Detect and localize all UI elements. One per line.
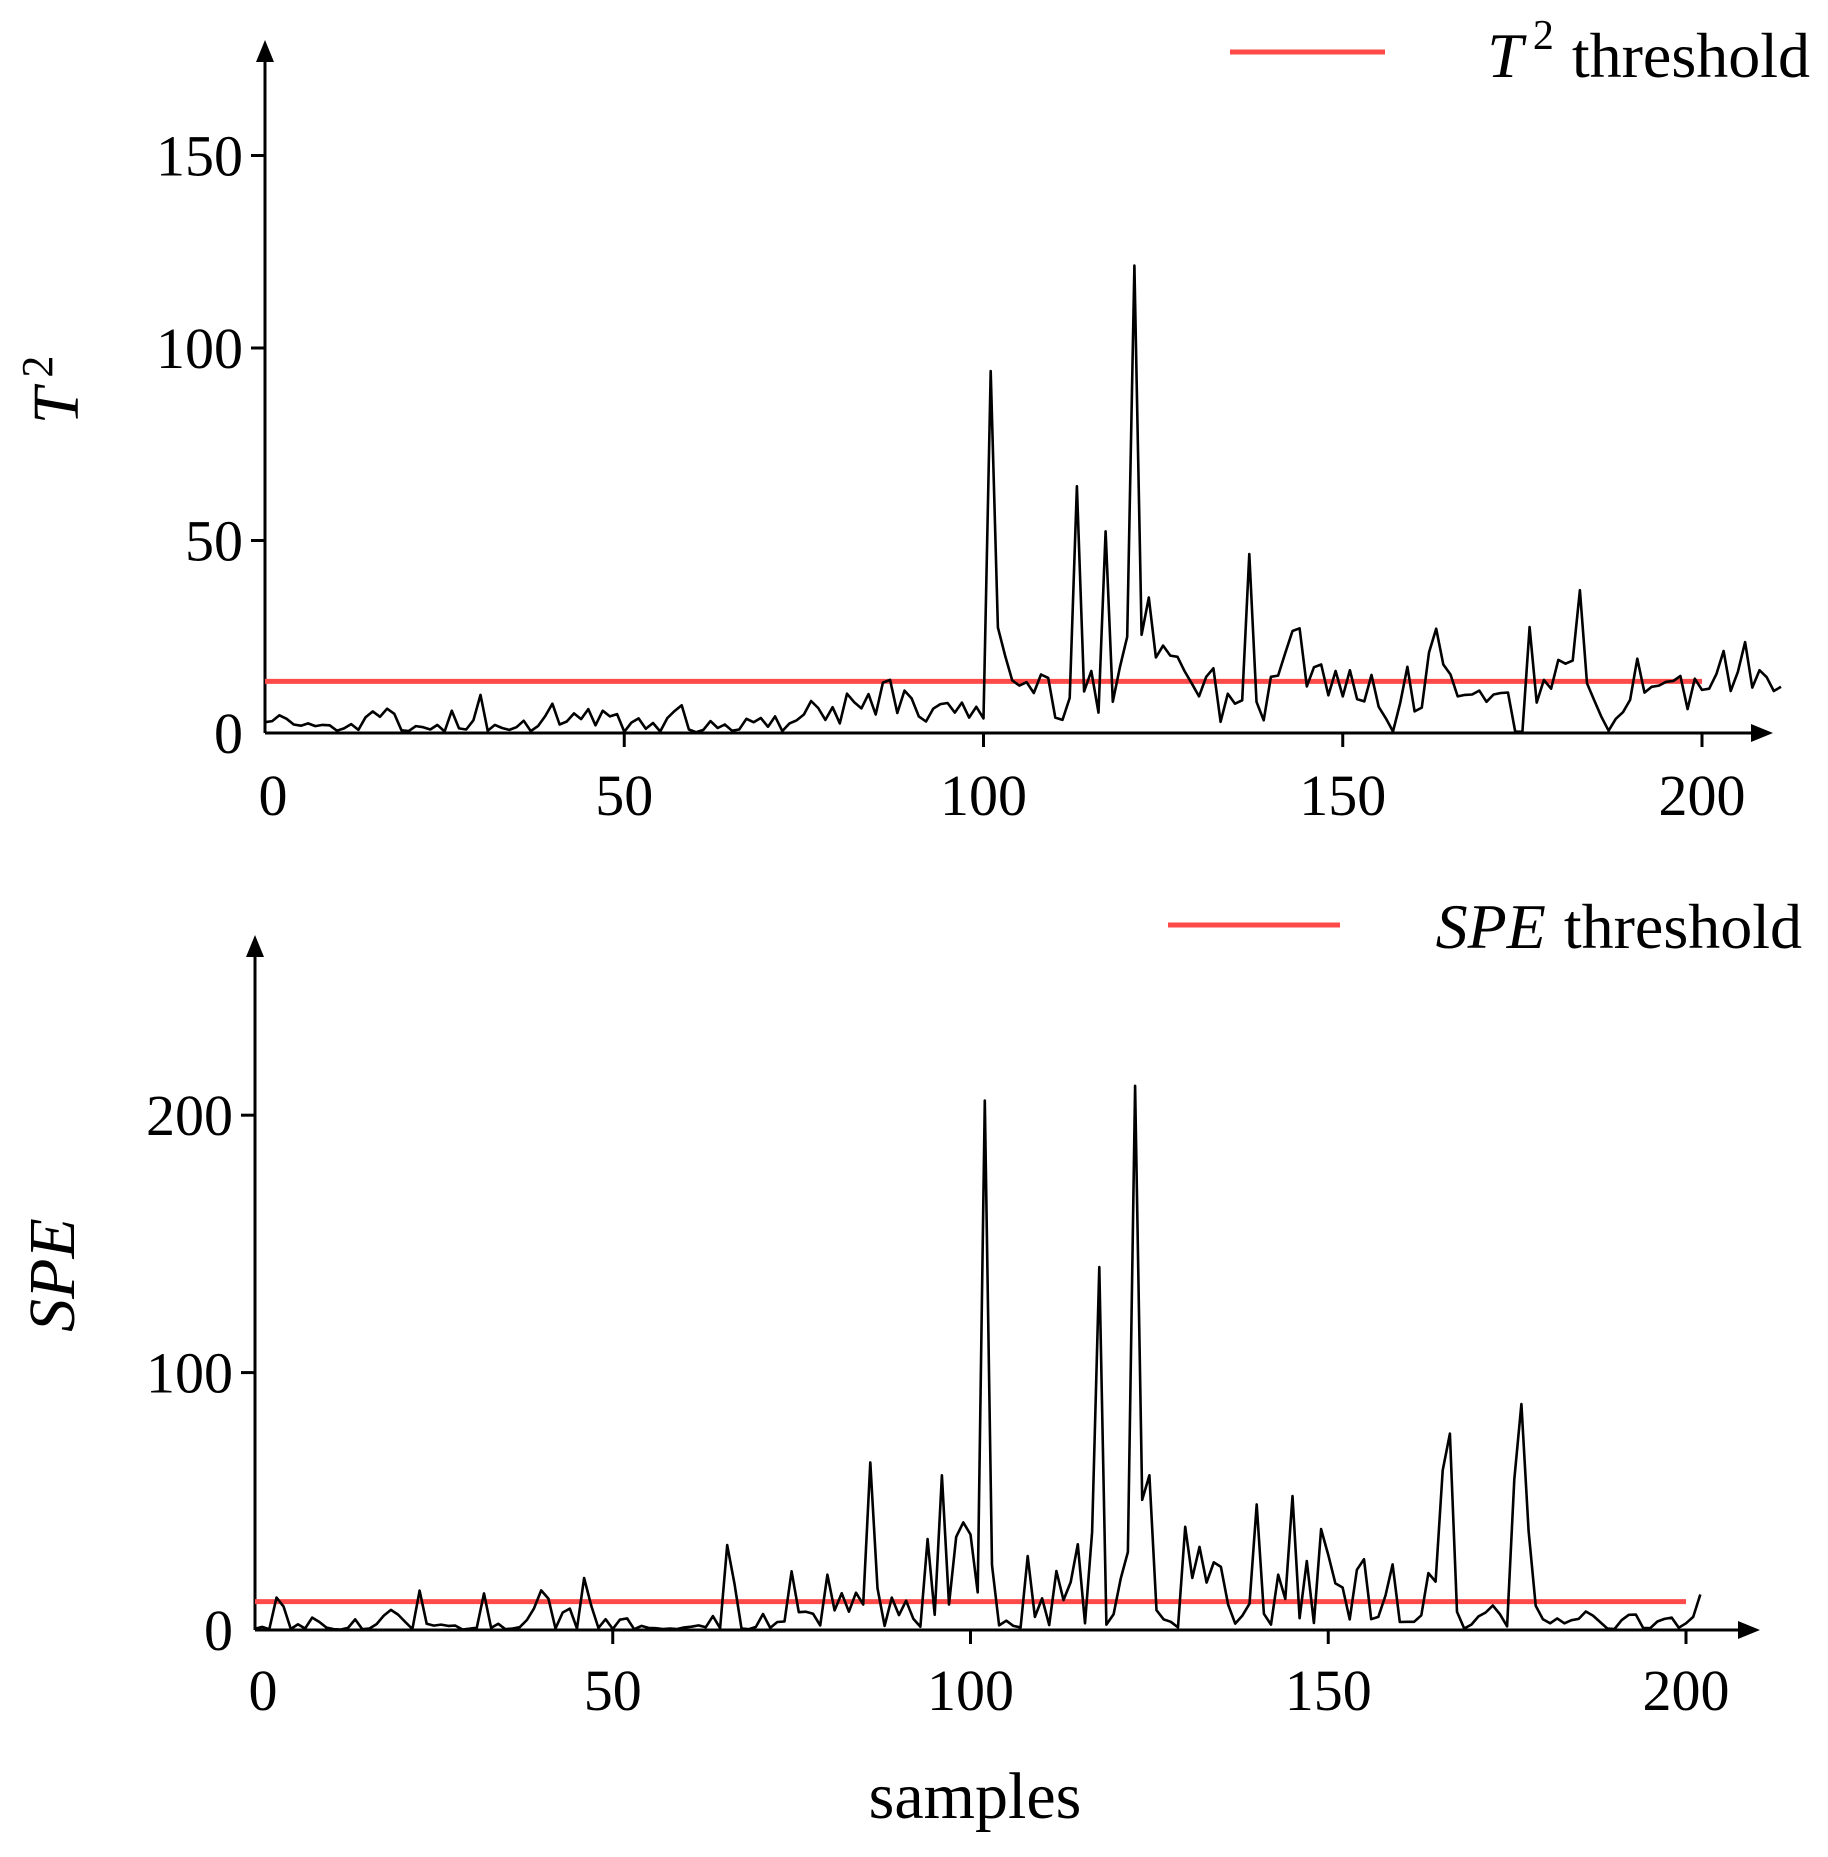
t2-y-axis-arrow (256, 40, 274, 62)
spe-axes (246, 935, 1760, 1639)
spe-legend: SPE threshold (1168, 891, 1802, 962)
t2-x-tick-label: 150 (1299, 763, 1386, 828)
t2-x-tick-label: 0 (259, 763, 288, 828)
spe-y-tick-label: 100 (146, 1341, 233, 1406)
t2-x-tick-label: 100 (940, 763, 1027, 828)
spe-y-axis-arrow (246, 935, 264, 957)
spe-legend-label: SPE threshold (1436, 891, 1802, 962)
t2-chart-panel: T 2 threshold T2 0 50 100 150 0 50 100 150 200 (13, 13, 1810, 828)
t2-x-tick-label: 200 (1659, 763, 1746, 828)
spe-x-tick-label: 0 (249, 1658, 278, 1723)
t2-legend-label: T 2 threshold (1487, 13, 1810, 91)
spe-series-line (254, 1084, 1702, 1631)
t2-x-tick-label: 50 (595, 763, 653, 828)
t2-x-axis-arrow (1751, 724, 1773, 742)
t2-series-line (264, 264, 1782, 734)
spe-x-tick-label: 150 (1285, 1658, 1372, 1723)
t2-y-tick-label: 150 (156, 124, 243, 189)
spe-x-axis-arrow (1738, 1621, 1760, 1639)
spe-y-tick-label: 0 (204, 1598, 233, 1663)
t2-legend: T 2 threshold (1230, 13, 1810, 91)
t2-y-axis-title: T2 (13, 356, 93, 425)
t2-y-tick-label: 0 (214, 701, 243, 766)
t2-axes (256, 40, 1773, 742)
spe-chart-panel: SPE threshold SPE samples 0 100 200 0 50 100 15… (16, 891, 1802, 1833)
spe-x-tick-label: 100 (927, 1658, 1014, 1723)
spe-y-tick-label: 200 (146, 1083, 233, 1148)
t2-y-tick-label: 100 (156, 316, 243, 381)
spe-x-tick-label: 50 (584, 1658, 642, 1723)
spe-y-axis-title: SPE (16, 1218, 89, 1332)
spe-ticks: 0 100 200 0 50 100 150 200 (146, 1083, 1730, 1723)
spe-x-tick-label: 200 (1643, 1658, 1730, 1723)
t2-y-tick-label: 50 (185, 509, 243, 574)
spe-x-axis-title: samples (869, 1760, 1082, 1833)
t2-ticks: 0 50 100 150 0 50 100 150 200 (156, 124, 1746, 829)
